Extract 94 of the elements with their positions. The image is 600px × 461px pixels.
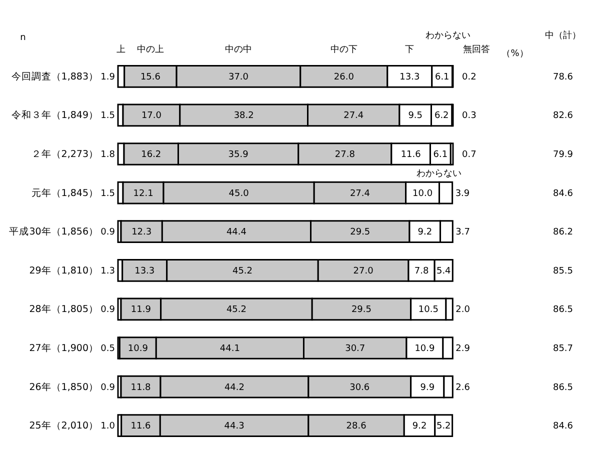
data-label: 1.0	[100, 422, 116, 432]
data-label: 45.2	[232, 266, 253, 276]
annotation: わからない	[416, 169, 462, 180]
data-label: 38.2	[234, 111, 254, 122]
data-label: 11.9	[130, 305, 152, 316]
data-label: 1.8	[100, 150, 116, 160]
data-label: 0.2	[462, 72, 476, 82]
data-label: 9.2	[412, 422, 427, 432]
text: 中（計）	[545, 30, 581, 41]
data-label: 10.0	[412, 188, 433, 199]
data-label: 9.9	[420, 382, 435, 393]
series-label: 中の上	[136, 44, 164, 55]
data-label: 44.2	[224, 382, 244, 393]
text: 86.5	[552, 382, 574, 393]
data-label: 27.4	[344, 111, 364, 122]
y-tick-label: 27年（1,900）	[29, 342, 98, 354]
data-label: 6.1	[434, 72, 450, 82]
data-label: 10.9	[414, 344, 436, 354]
data-label: 29.5	[350, 228, 370, 238]
data-label: 30.7	[345, 344, 366, 354]
data-label: 45.0	[228, 188, 250, 199]
y-tick-label: 28年（1,805）	[29, 303, 98, 316]
data-label: 17.0	[141, 111, 162, 122]
data-label: 30.6	[350, 382, 370, 393]
data-label: 1.5	[100, 188, 115, 199]
data-label: 1.3	[100, 266, 115, 276]
y-tick-label: 令和３年（1,849）	[11, 109, 98, 122]
text: n	[20, 33, 26, 43]
data-label: 44.3	[224, 422, 244, 432]
text: 86.2	[552, 228, 574, 238]
text: 82.6	[552, 111, 574, 122]
data-label: 44.1	[220, 344, 240, 354]
text: 78.6	[552, 72, 574, 82]
text: 79.9	[552, 150, 574, 160]
data-label: 10.9	[128, 344, 148, 354]
y-tick-label: 29年（1,810）	[29, 264, 98, 276]
data-label: 0.7	[462, 150, 476, 160]
text: 84.6	[552, 422, 574, 432]
text: わからない	[426, 31, 471, 41]
y-tick-label: 平成30年（1,856）	[9, 226, 98, 238]
data-label: 2.6	[456, 382, 470, 393]
data-label: 13.3	[134, 266, 155, 276]
data-label: 7.8	[414, 266, 429, 276]
data-label: 6.2	[434, 111, 449, 122]
data-label: 1.5	[100, 111, 115, 122]
data-label: 5.4	[436, 266, 452, 276]
series-label: 下	[405, 45, 414, 55]
data-label: 27.0	[353, 266, 374, 276]
series-label: 無回答	[463, 44, 490, 55]
data-label: 29.5	[351, 305, 372, 316]
text: （%）	[502, 49, 528, 59]
data-label: 11.6	[130, 422, 152, 432]
data-label: 37.0	[228, 72, 249, 82]
data-label: 11.6	[400, 150, 422, 160]
data-label: 16.2	[141, 150, 162, 160]
data-label: 9.5	[408, 111, 423, 122]
data-label: 9.2	[418, 228, 432, 238]
data-label: 5.2	[436, 422, 451, 432]
data-label: 12.1	[133, 188, 154, 199]
text: 85.5	[552, 266, 574, 276]
data-label: 12.3	[132, 228, 152, 238]
data-label: 0.9	[100, 305, 116, 316]
y-tick-label: ２年（2,273）	[31, 148, 98, 160]
data-label: 44.4	[226, 228, 247, 238]
data-label: 3.9	[455, 188, 470, 199]
series-label: 中の下	[330, 44, 358, 55]
data-label: 27.8	[334, 150, 356, 160]
data-label: 0.5	[100, 344, 115, 354]
data-label: 13.3	[400, 72, 420, 82]
data-label: 6.1	[433, 150, 448, 160]
y-tick-label: 今回調査（1,883）	[11, 70, 98, 82]
data-label: 0.9	[100, 382, 116, 393]
data-label: 28.6	[346, 422, 367, 432]
data-label: 15.6	[140, 72, 161, 82]
data-label: 0.9	[100, 228, 116, 238]
series-label: 中の中	[224, 44, 252, 55]
data-label: 2.0	[456, 305, 470, 316]
data-label: 35.9	[228, 150, 249, 160]
text: 84.6	[552, 188, 574, 199]
y-tick-label: 26年（1,850）	[29, 380, 98, 393]
data-label: 45.2	[226, 305, 246, 316]
y-tick-label: 25年（2,010）	[29, 420, 98, 432]
data-label: 3.7	[456, 228, 470, 238]
data-label: 11.8	[130, 382, 152, 393]
series-label: 上	[116, 44, 126, 55]
y-tick-label: 元年（1,845）	[31, 186, 98, 199]
data-label: 2.9	[456, 344, 470, 354]
data-label: 27.4	[350, 188, 370, 199]
data-label: 1.9	[100, 72, 116, 82]
data-label: 26.0	[334, 72, 354, 82]
data-label: 0.3	[462, 111, 476, 122]
data-label: 10.5	[418, 305, 438, 316]
text: 86.5	[552, 305, 574, 316]
text: 85.7	[552, 344, 574, 354]
